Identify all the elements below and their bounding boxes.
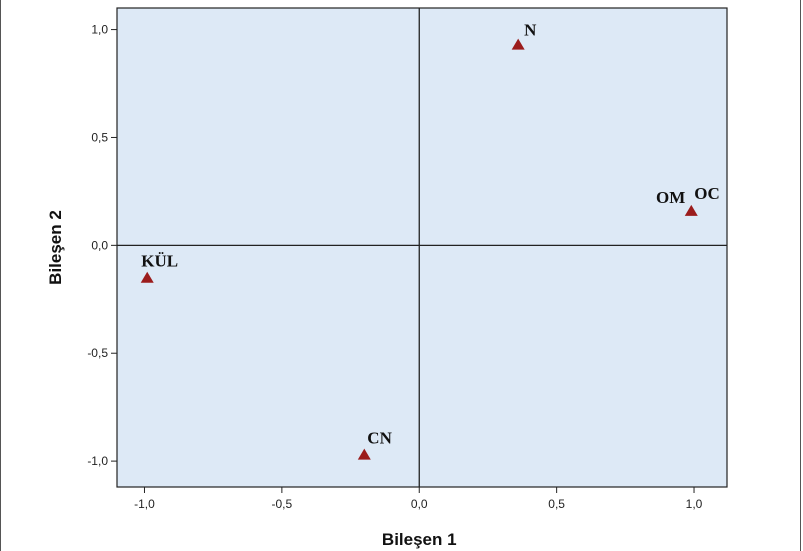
- point-marker-n: [511, 38, 525, 50]
- x-tick-label: -1,0: [134, 497, 155, 511]
- point-label: N: [524, 21, 537, 40]
- x-tick-label: -0,5: [272, 497, 293, 511]
- plot-area: [116, 7, 728, 488]
- y-axis-ticks: -1,0 -0,5 0,0 0,5 1,0: [87, 23, 117, 468]
- y-tick-label: -0,5: [87, 346, 108, 360]
- point-label: OC: [694, 184, 720, 203]
- y-tick-label: 0,5: [91, 130, 108, 144]
- data-points: N OM OC KÜL CN: [140, 21, 720, 460]
- y-tick-label: -1,0: [87, 454, 108, 468]
- y-axis-title: Bileşen 2: [46, 210, 65, 285]
- point-label: OM: [656, 188, 685, 207]
- x-tick-label: 0,5: [548, 497, 565, 511]
- point-label: KÜL: [141, 252, 178, 271]
- y-tick-label: 1,0: [91, 23, 108, 37]
- x-axis-title: Bileşen 1: [382, 530, 457, 549]
- x-axis-ticks: -1,0 -0,5 0,0 0,5 1,0: [134, 487, 703, 511]
- point-label: CN: [367, 429, 392, 448]
- x-tick-label: 1,0: [686, 497, 703, 511]
- point-marker-om: [684, 204, 698, 216]
- point-marker-cn: [357, 448, 371, 460]
- x-tick-label: 0,0: [411, 497, 428, 511]
- point-marker-kül: [140, 271, 154, 283]
- y-tick-label: 0,0: [91, 238, 108, 252]
